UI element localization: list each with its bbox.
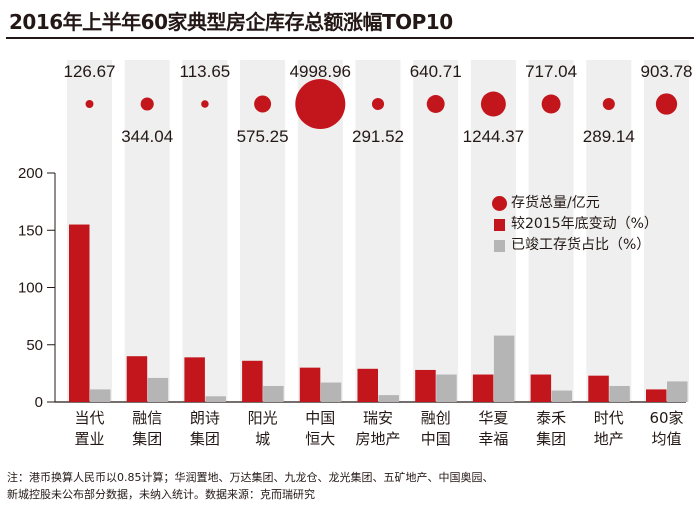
y-tick-label: 50 xyxy=(26,337,43,354)
category-label: 城 xyxy=(255,430,270,448)
inventory-bubble xyxy=(426,95,445,113)
column-background xyxy=(182,60,228,402)
bar-completed xyxy=(436,374,457,402)
bar-completed xyxy=(667,381,688,402)
category-label: 中国 xyxy=(421,430,451,448)
y-tick-label: 200 xyxy=(18,165,43,182)
column-background xyxy=(586,60,632,402)
category-label: 集团 xyxy=(536,430,566,448)
column-background xyxy=(528,60,574,402)
legend-red-square-icon xyxy=(494,218,505,231)
inventory-bubble xyxy=(254,95,272,113)
category-label: 时代 xyxy=(594,409,624,427)
inventory-value-label: 126.67 xyxy=(64,62,116,81)
inventory-value-label: 903.78 xyxy=(641,62,693,81)
category-label: 阳光 xyxy=(248,409,278,427)
legend-dot-icon xyxy=(492,196,507,211)
inventory-value-label: 113.65 xyxy=(180,62,231,81)
bar-change xyxy=(126,356,148,402)
category-label: 瑞安 xyxy=(363,409,393,427)
inventory-bubble xyxy=(655,93,678,115)
legend-item-change: 较2015年底变动（%） xyxy=(492,214,658,235)
category-label: 泰禾 xyxy=(536,409,566,427)
inventory-value-label: 640.71 xyxy=(410,62,462,81)
inventory-value-label: 717.04 xyxy=(525,62,577,81)
category-label: 当代 xyxy=(74,409,104,427)
bar-completed xyxy=(263,385,284,402)
bar-completed xyxy=(551,390,573,402)
bar-change xyxy=(184,357,205,402)
category-label: 幸福 xyxy=(478,430,508,448)
inventory-value-label: 1244.37 xyxy=(463,127,524,146)
inventory-bubble xyxy=(85,100,94,108)
category-label: 地产 xyxy=(594,430,624,448)
bar-completed xyxy=(378,395,399,402)
category-label: 60家 xyxy=(649,409,683,427)
y-tick-label: 150 xyxy=(18,222,43,239)
bar-change xyxy=(69,224,90,402)
footnote-line-2: 新城控股未公布部分数据，未纳入统计。数据来源：克而瑞研究 xyxy=(7,488,315,501)
inventory-value-label: 289.14 xyxy=(583,127,635,146)
inventory-value-label: 575.25 xyxy=(237,127,289,146)
footnote-line-1: 注：港币换算人民币以0.85计算；华润置地、万达集团、九龙仓、龙光集团、五矿地产… xyxy=(7,471,494,484)
column-background xyxy=(413,60,459,402)
footnote: 注：港币换算人民币以0.85计算；华润置地、万达集团、九龙仓、龙光集团、五矿地产… xyxy=(7,469,494,503)
category-label: 集团 xyxy=(132,430,162,448)
chart-title: 2016年上半年60家典型房企库存总额涨幅TOP10 xyxy=(9,10,453,34)
column-background xyxy=(355,60,401,402)
inventory-bubbles xyxy=(85,79,678,129)
bar-change xyxy=(357,368,378,402)
category-label: 恒大 xyxy=(305,430,335,448)
bar-completed xyxy=(609,385,630,402)
category-label: 融信 xyxy=(132,409,162,427)
column-background xyxy=(124,60,170,402)
inventory-bubble xyxy=(371,97,385,111)
inventory-value-label: 4998.96 xyxy=(290,62,351,81)
category-label: 华夏 xyxy=(478,409,508,427)
category-label: 均值 xyxy=(651,430,681,448)
column-background xyxy=(240,60,286,402)
bar-change xyxy=(530,374,552,402)
inventory-bubble xyxy=(602,97,615,111)
category-labels: 当代置业融信集团朗诗集团阳光城中国恒大瑞安房地产融创中国华夏幸福泰禾集团时代地产… xyxy=(74,409,683,448)
bar-change xyxy=(415,369,436,402)
bar-change xyxy=(299,367,321,402)
category-label: 集团 xyxy=(190,430,220,448)
category-label: 融创 xyxy=(421,409,451,427)
legend-label-inventory: 存货总量/亿元 xyxy=(511,195,600,211)
bar-change xyxy=(646,389,667,402)
title-rule xyxy=(6,37,694,39)
bar-completed xyxy=(205,396,226,402)
inventory-value-label: 291.52 xyxy=(352,127,404,146)
bar-completed xyxy=(147,377,169,402)
inventory-value-label: 344.04 xyxy=(121,127,173,146)
bar-completed xyxy=(320,382,342,402)
inventory-bubble xyxy=(201,100,209,108)
legend: 存货总量/亿元 较2015年底变动（%） 已竣工存货占比（%） xyxy=(492,193,658,256)
category-label: 中国 xyxy=(305,409,335,427)
category-label: 朗诗 xyxy=(190,409,220,427)
bar-change xyxy=(588,375,609,402)
legend-item-inventory: 存货总量/亿元 xyxy=(492,193,658,214)
bar-change xyxy=(472,374,494,402)
legend-label-change: 较2015年底变动（%） xyxy=(511,216,658,232)
inventory-bubble xyxy=(295,79,346,129)
inventory-labels: 126.67 344.04 113.65 575.25 4998.96 291.52 640… xyxy=(64,62,693,146)
y-tick-label: 100 xyxy=(18,280,43,297)
category-label: 置业 xyxy=(74,430,104,448)
bar-completed xyxy=(493,335,515,402)
bars xyxy=(69,224,688,402)
column-background xyxy=(644,60,689,402)
inventory-bubble xyxy=(140,97,154,111)
bar-completed xyxy=(90,389,111,402)
bar-change xyxy=(242,360,263,402)
inventory-bubble xyxy=(541,94,561,114)
legend-item-completed: 已竣工存货占比（%） xyxy=(492,235,658,256)
y-tick-label: 0 xyxy=(35,394,43,411)
legend-gray-square-icon xyxy=(494,239,505,252)
category-label: 房地产 xyxy=(355,430,400,448)
legend-label-completed: 已竣工存货占比（%） xyxy=(511,237,651,253)
inventory-bubble xyxy=(480,91,506,117)
